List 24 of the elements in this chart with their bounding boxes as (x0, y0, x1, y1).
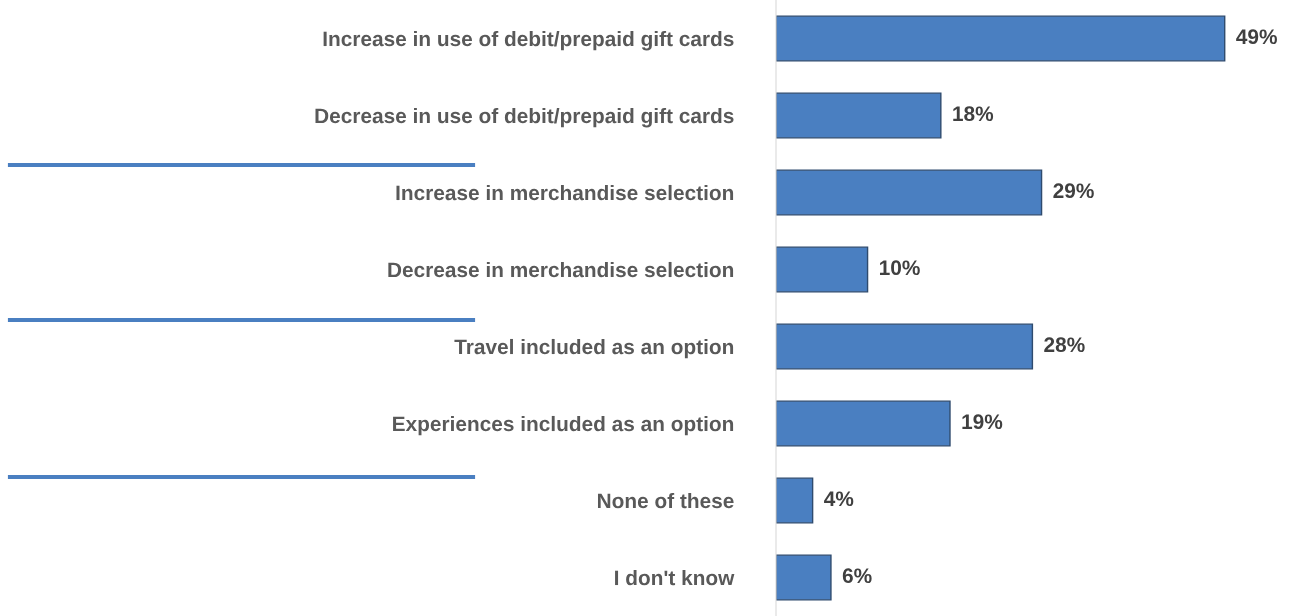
data-label: 19% (962, 414, 1003, 430)
bar (776, 169, 1043, 216)
y-tick-label: Decrease in merchandise selection (388, 261, 734, 278)
data-label: 6% (842, 568, 872, 584)
data-label: 4% (824, 491, 854, 507)
y-tick-label: I don't know (615, 569, 735, 586)
data-label: 10% (880, 260, 920, 276)
data-label: 29% (1053, 183, 1094, 199)
data-label: 28% (1044, 337, 1085, 353)
y-tick-label: None of these (597, 492, 734, 509)
y-tick-label: Increase in merchandise selection (396, 184, 734, 201)
y-tick-label: Travel included as an option (454, 338, 734, 359)
bar (776, 554, 832, 601)
bar (776, 323, 1034, 370)
bar (776, 15, 1226, 62)
bar (776, 92, 942, 139)
y-tick-label: Experiences included as an option (393, 415, 734, 436)
data-label: 49% (1236, 29, 1277, 45)
y-tick-label: Decrease in use of debit/prepaid gift cards (315, 107, 734, 128)
bar (776, 477, 814, 524)
bar (776, 400, 951, 447)
bar (776, 246, 869, 293)
data-label: 18% (953, 106, 994, 122)
y-tick-label: Increase in use of debit/prepaid gift cards (323, 30, 734, 51)
